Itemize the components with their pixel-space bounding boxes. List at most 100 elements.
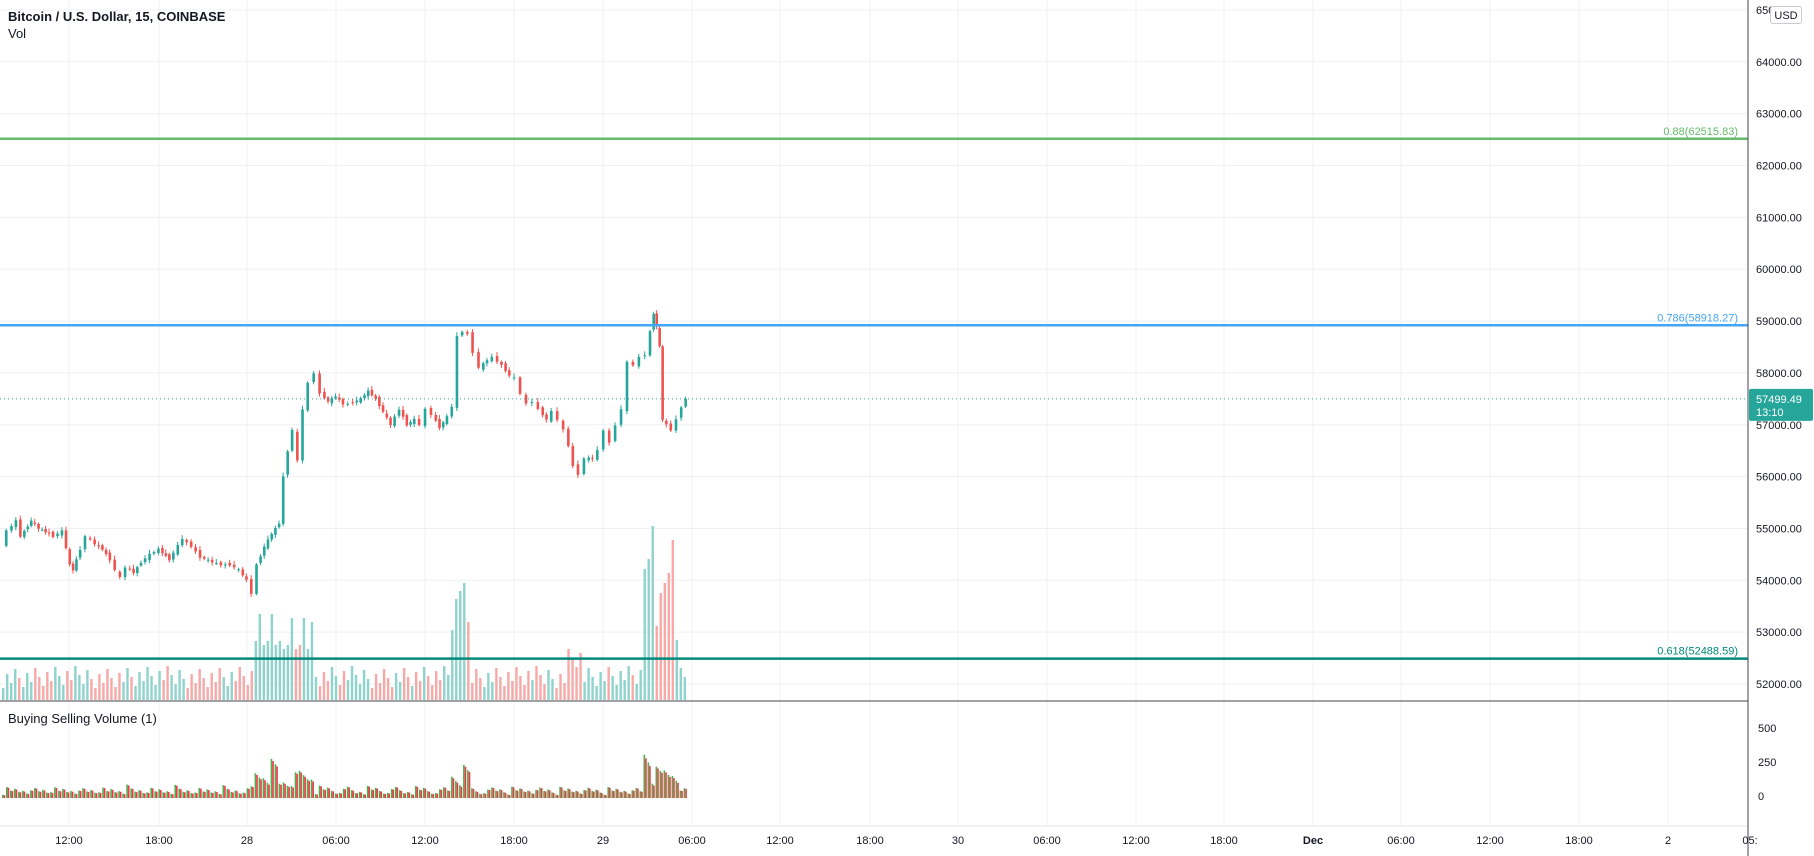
indicator-axis-tick-label: 500 [1758,723,1776,735]
buy-volume-bar [487,789,489,798]
volume-bar [350,666,354,700]
candle-body [71,563,75,571]
volume-bar [330,667,334,700]
buy-volume-bar [234,790,237,798]
buy-volume-bar [579,793,581,798]
candle-body [143,558,147,563]
price-axis-background [1748,0,1814,856]
candle-body [29,520,33,526]
time-axis-tick-label: 06:00 [322,835,350,847]
buy-volume-bar [483,793,485,798]
time-axis-tick-label: 29 [597,835,609,847]
volume-bar [134,686,137,700]
buy-volume-bar [679,790,682,798]
volume-bar [54,667,57,700]
sell-volume-bar [584,790,587,798]
time-axis-tick-label: 06:00 [678,835,706,847]
sell-volume-bar [15,789,18,798]
buy-volume-bar [334,793,337,798]
volume-bar [326,681,330,700]
symbol-title[interactable]: Bitcoin / U.S. Dollar, 15, COINBASE [8,9,226,24]
sell-volume-bar [204,791,206,798]
buy-volume-bar [170,793,172,798]
candle-body [381,405,385,412]
buy-volume-bar [555,794,557,798]
candle-body [485,360,489,364]
volume-bar [70,680,73,700]
sell-volume-bar [629,794,631,798]
candle-body [648,331,652,356]
sell-volume-bar [212,792,214,798]
volume-bar [174,684,177,700]
volume-bar [30,682,33,700]
volume-bar [567,649,570,700]
candle-body [157,548,160,554]
sell-volume-bar [268,784,270,798]
currency-button[interactable]: USD [1770,6,1802,24]
buy-volume-bar [70,790,72,798]
sell-volume-bar [372,790,375,798]
candle-body [582,458,586,475]
buy-volume-bar [603,794,606,798]
buy-volume-bar [439,789,441,798]
volume-bar [394,673,398,700]
buy-volume-bar [567,788,569,798]
candle-body [93,539,96,545]
buy-volume-bar [22,790,24,798]
sell-volume-bar [396,787,399,798]
buy-volume-bar [551,792,553,798]
volume-bar [346,680,350,700]
candle-body [643,355,647,357]
buy-volume-bar [627,793,630,798]
sell-volume-bar [681,790,683,798]
volume-bar [114,687,117,700]
candle-body [274,527,277,535]
volume-bar [106,669,109,700]
price-axis-tick-label: 57000.00 [1756,420,1802,432]
candle-body [206,559,210,561]
buy-volume-bar [398,790,401,798]
buy-volume-bar [270,758,273,798]
candle-body [326,397,330,402]
sell-volume-bar [23,791,26,798]
fib-level-label: 0.88(62515.83) [1663,126,1738,138]
candle-body [176,544,180,555]
sell-volume-bar [661,772,663,798]
volume-bar [447,675,450,700]
sell-volume-bar [344,789,347,798]
buy-volume-bar [370,789,373,798]
sell-volume-bar [159,789,162,798]
volume-bar [467,622,470,700]
volume-bar [547,670,550,700]
buy-volume-bar [130,788,132,798]
candle-body [370,389,374,396]
volume-bar [523,685,526,700]
volume-legend[interactable]: Vol [8,26,27,41]
volume-bar [587,668,590,700]
sell-volume-bar [3,795,6,798]
buy-volume-bar [499,789,501,798]
sell-volume-bar [208,790,210,798]
sell-volume-bar [384,794,387,798]
buy-volume-bar [390,789,393,798]
candle-body [471,332,474,353]
buy-volume-bar [611,790,614,798]
volume-bar [551,679,554,700]
volume-bar [435,671,438,700]
candle-body [346,403,350,405]
volume-bar [655,626,658,700]
candle-body [412,418,416,425]
buy-volume-bar [683,788,686,798]
candle-body [466,332,469,334]
sell-volume-bar [592,791,595,798]
volume-bar [286,645,290,700]
candle-body [118,571,122,577]
candle-body [561,420,565,430]
volume-bar [274,645,278,700]
buy-volume-bar [322,789,325,798]
sell-volume-bar [55,787,58,798]
buy-volume-bar [118,791,120,798]
indicator-legend[interactable]: Buying Selling Volume (1) [8,711,157,726]
